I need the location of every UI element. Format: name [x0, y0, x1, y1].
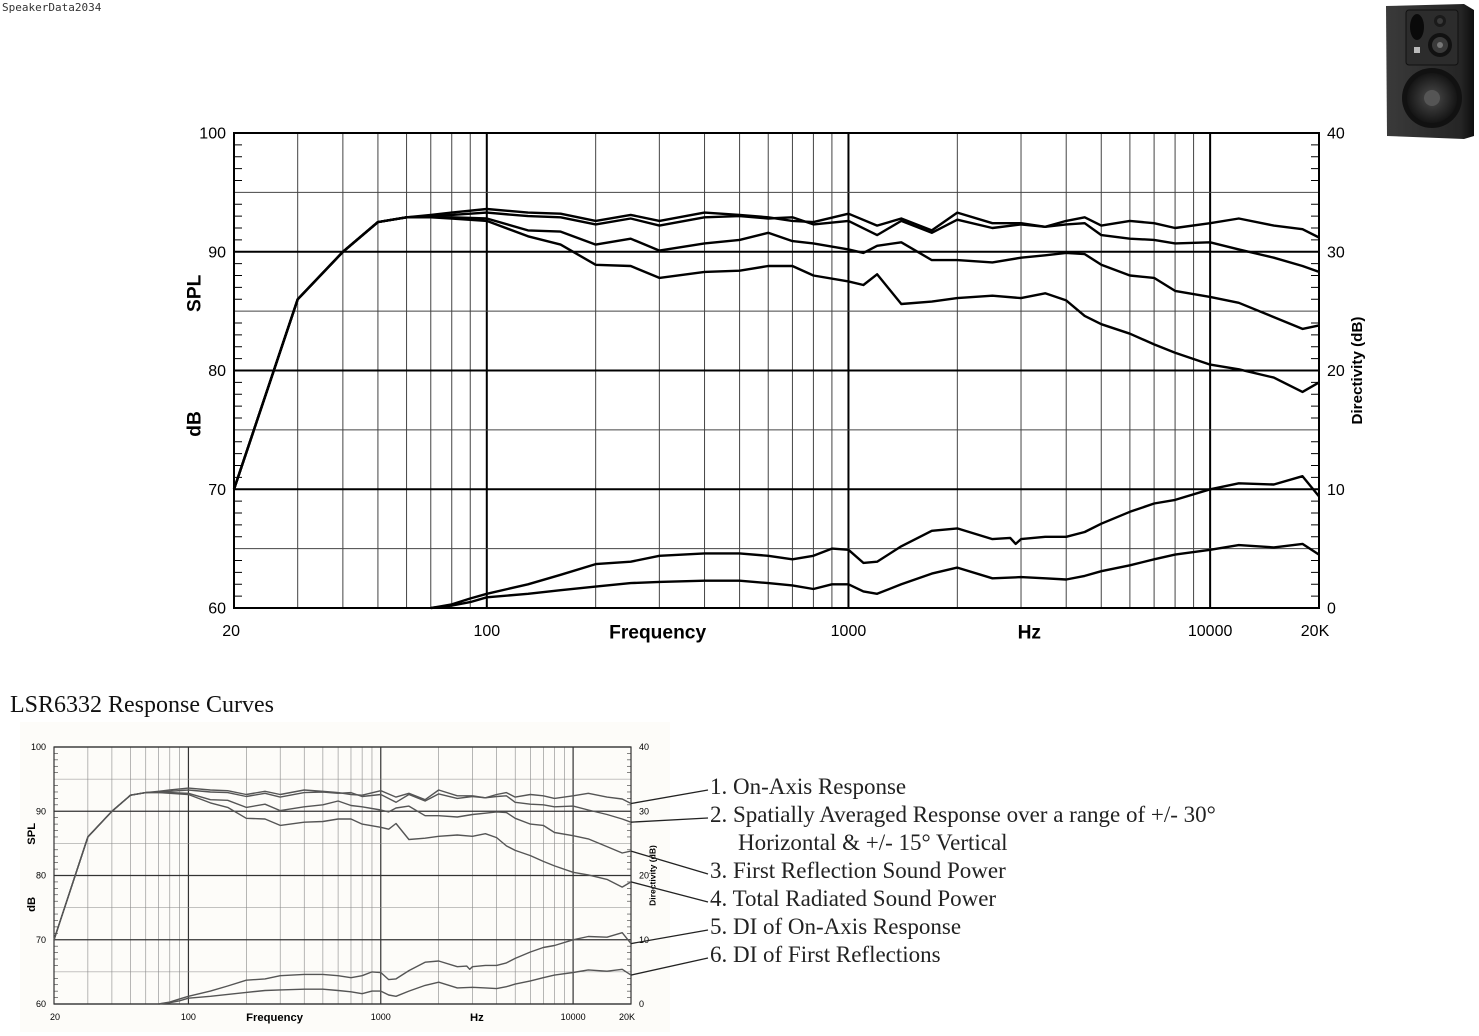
legend-item-2-continued: Horizontal & +/- 15° Vertical — [738, 830, 1008, 855]
legend-item-1: 1. On-Axis Response — [710, 774, 907, 799]
curve-di-of-first-reflections — [430, 542, 1320, 610]
svg-text:60: 60 — [208, 601, 226, 618]
svg-text:20: 20 — [639, 871, 649, 881]
curve-on-axis-response — [232, 207, 1320, 490]
svg-text:dB: dB — [184, 411, 205, 437]
svg-text:20K: 20K — [619, 1012, 635, 1022]
svg-text:Hz: Hz — [470, 1012, 484, 1024]
svg-text:80: 80 — [208, 363, 226, 380]
svg-text:90: 90 — [208, 244, 226, 261]
svg-text:100: 100 — [199, 126, 226, 143]
svg-text:dB: dB — [26, 897, 38, 912]
svg-text:0: 0 — [639, 999, 644, 1009]
grid — [53, 746, 632, 1005]
svg-text:SPL: SPL — [26, 823, 38, 845]
curves — [232, 207, 1320, 610]
svg-text:10: 10 — [1327, 482, 1345, 499]
curve-di-of-first-reflections — [158, 968, 632, 1005]
svg-text:1000: 1000 — [371, 1012, 391, 1022]
svg-text:20: 20 — [50, 1012, 60, 1022]
speaker-photo — [1386, 4, 1474, 139]
curve-di-of-on-axis-response — [158, 932, 632, 1005]
curve-spatially-averaged-response — [53, 789, 632, 941]
svg-text:60: 60 — [36, 999, 46, 1009]
watermark-text: SpeakerData2034 — [2, 1, 102, 14]
svg-text:100: 100 — [31, 742, 46, 752]
svg-text:Frequency: Frequency — [609, 622, 706, 643]
svg-text:1000: 1000 — [831, 623, 867, 640]
grid — [233, 132, 1320, 609]
svg-text:Directivity (dB): Directivity (dB) — [1349, 316, 1366, 424]
svg-text:20K: 20K — [1301, 623, 1330, 640]
svg-text:10000: 10000 — [561, 1012, 586, 1022]
svg-text:0: 0 — [1327, 601, 1336, 618]
svg-text:80: 80 — [36, 871, 46, 881]
svg-text:20: 20 — [1327, 363, 1345, 380]
curve-first-reflection-sound-power — [232, 216, 1320, 490]
curves — [53, 787, 632, 1005]
svg-text:100: 100 — [181, 1012, 196, 1022]
svg-text:40: 40 — [1327, 126, 1345, 143]
svg-text:10: 10 — [639, 935, 649, 945]
legend-item-4: 4. Total Radiated Sound Power — [710, 886, 997, 911]
svg-text:100: 100 — [473, 623, 500, 640]
svg-text:Directivity (dB): Directivity (dB) — [647, 845, 657, 906]
svg-text:Frequency: Frequency — [246, 1012, 304, 1024]
chart-caption: LSR6332 Response Curves — [10, 692, 274, 718]
svg-text:10000: 10000 — [1188, 623, 1233, 640]
curve-spatially-averaged-response — [232, 211, 1320, 490]
svg-text:70: 70 — [36, 935, 46, 945]
curve-first-reflection-sound-power — [53, 791, 632, 941]
svg-text:30: 30 — [1327, 244, 1345, 261]
curve-on-axis-response — [53, 787, 632, 941]
svg-text:40: 40 — [639, 742, 649, 752]
legend-item-6: 6. DI of First Reflections — [710, 942, 941, 967]
svg-text:70: 70 — [208, 482, 226, 499]
svg-text:Hz: Hz — [1018, 622, 1041, 643]
legend: 1. On-Axis Response 2. Spatially Average… — [710, 773, 1216, 969]
svg-text:SPL: SPL — [184, 274, 205, 312]
legend-item-2: 2. Spatially Averaged Response over a ra… — [710, 802, 1216, 827]
curve-total-radiated-sound-power — [53, 791, 632, 941]
svg-text:20: 20 — [222, 623, 240, 640]
legend-item-5: 5. DI of On-Axis Response — [710, 914, 962, 939]
curve-total-radiated-sound-power — [232, 216, 1320, 490]
svg-text:30: 30 — [639, 806, 649, 816]
curve-di-of-on-axis-response — [430, 475, 1320, 610]
svg-text:90: 90 — [36, 806, 46, 816]
legend-item-3: 3. First Reflection Sound Power — [710, 858, 1006, 883]
